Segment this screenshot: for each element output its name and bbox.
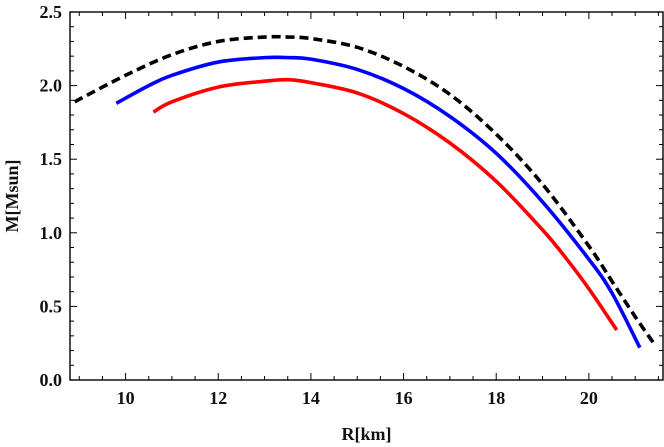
plot-frame	[69, 11, 664, 381]
y-tick-label: 2.0	[40, 76, 63, 96]
series-line-red	[152, 77, 619, 331]
x-tick-label: 12	[209, 388, 227, 408]
y-axis-label: M[Msun]	[2, 160, 22, 233]
x-axis-label: R[km]	[342, 424, 392, 444]
series-layer	[73, 34, 656, 349]
y-tick-label: 1.0	[40, 223, 63, 243]
series-line-black-dashed	[73, 34, 656, 345]
y-tick-label: 1.5	[40, 149, 63, 169]
x-tick-label: 18	[487, 388, 505, 408]
x-tick-label: 16	[395, 388, 413, 408]
series-line-blue	[115, 55, 642, 349]
x-tick-label: 20	[580, 388, 598, 408]
x-tick-label: 14	[302, 388, 320, 408]
y-tick-label: 2.5	[40, 2, 63, 22]
y-tick-label: 0.0	[40, 370, 63, 390]
y-tick-label: 0.5	[40, 296, 63, 316]
ticks-layer: 10 12 14 16 18 20 0.0 0.5 1.0 1.5 2.0 2.5	[40, 2, 663, 408]
x-tick-label: 10	[117, 388, 135, 408]
